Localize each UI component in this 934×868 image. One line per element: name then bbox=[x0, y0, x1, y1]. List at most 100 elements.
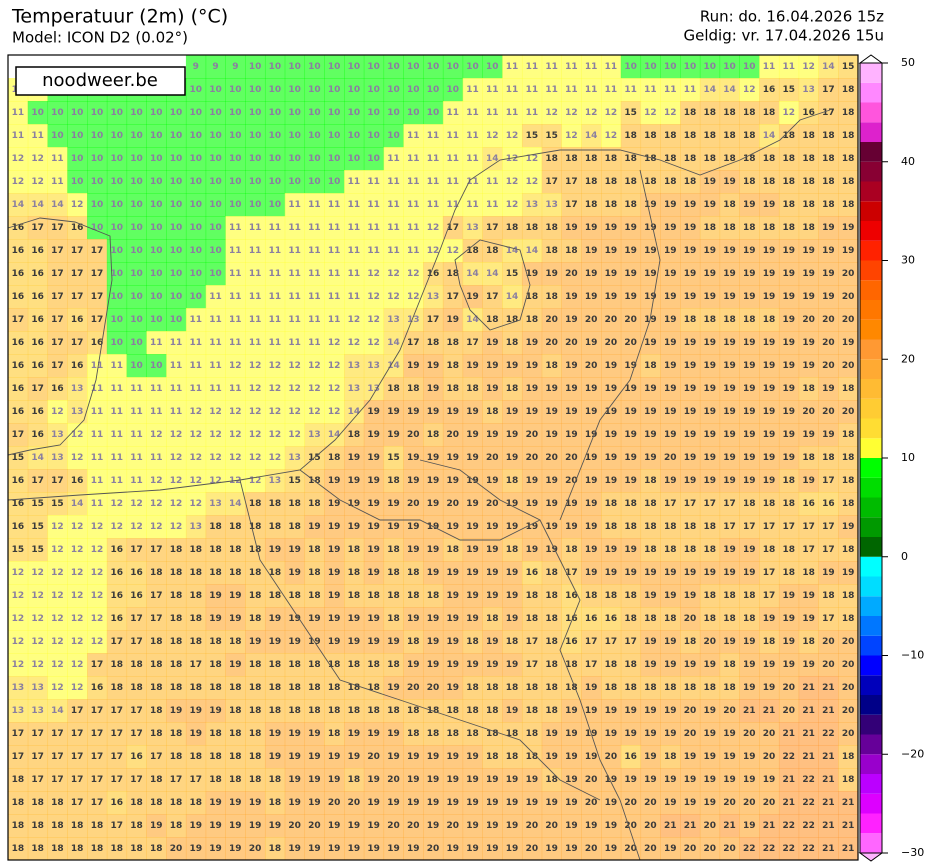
temperature-label: 19 bbox=[664, 706, 677, 716]
temperature-label: 12 bbox=[249, 361, 262, 371]
temperature-cell bbox=[8, 377, 29, 401]
temperature-label: 10 bbox=[170, 223, 183, 233]
temperature-cell bbox=[264, 400, 286, 424]
temperature-cell bbox=[205, 561, 226, 585]
temperature-label: 18 bbox=[763, 315, 776, 325]
temperature-label: 19 bbox=[466, 361, 479, 371]
temperature-label: 18 bbox=[526, 223, 539, 233]
temperature-cell bbox=[561, 377, 582, 401]
temperature-cell bbox=[838, 147, 859, 171]
temperature-cell bbox=[581, 55, 602, 79]
temperature-label: 10 bbox=[407, 108, 420, 118]
temperature-label: 10 bbox=[150, 246, 163, 256]
temperature-cell bbox=[423, 78, 444, 102]
temperature-cell bbox=[818, 78, 839, 102]
temperature-label: 18 bbox=[644, 177, 657, 187]
temperature-label: 19 bbox=[644, 706, 657, 716]
temperature-label: 12 bbox=[387, 292, 400, 302]
temperature-cell bbox=[581, 101, 602, 125]
temperature-label: 10 bbox=[348, 154, 361, 164]
temperature-label: 19 bbox=[743, 407, 756, 417]
temperature-label: 19 bbox=[644, 752, 657, 762]
temperature-cell bbox=[8, 285, 29, 309]
temperature-label: 20 bbox=[822, 338, 835, 348]
temperature-label: 18 bbox=[506, 315, 519, 325]
temperature-cell bbox=[601, 561, 622, 585]
temperature-label: 10 bbox=[130, 154, 143, 164]
colorbar-swatch bbox=[860, 596, 882, 616]
temperature-cell bbox=[581, 331, 602, 355]
temperature-cell bbox=[67, 377, 88, 401]
temperature-cell bbox=[442, 193, 464, 217]
temperature-cell bbox=[87, 653, 108, 677]
colorbar-tick-label: −20 bbox=[901, 747, 924, 760]
temperature-label: 10 bbox=[110, 177, 123, 187]
temperature-cell bbox=[462, 561, 483, 585]
temperature-label: 19 bbox=[348, 522, 361, 532]
temperature-label: 19 bbox=[545, 844, 558, 854]
temperature-label: 13 bbox=[71, 407, 84, 417]
temperature-label: 19 bbox=[150, 821, 163, 831]
temperature-label: 19 bbox=[229, 844, 242, 854]
temperature-label: 19 bbox=[407, 660, 420, 670]
temperature-label: 19 bbox=[624, 568, 637, 578]
temperature-label: 15 bbox=[526, 131, 539, 141]
temperature-label: 12 bbox=[209, 453, 222, 463]
temperature-label: 19 bbox=[466, 476, 479, 486]
temperature-cell bbox=[778, 262, 800, 286]
temperature-cell bbox=[403, 423, 424, 447]
temperature-label: 17 bbox=[802, 545, 815, 555]
temperature-label: 18 bbox=[249, 591, 262, 601]
temperature-label: 12 bbox=[565, 131, 578, 141]
temperature-label: 18 bbox=[664, 614, 677, 624]
temperature-cell bbox=[47, 193, 68, 217]
temperature-label: 18 bbox=[367, 660, 380, 670]
temperature-label: 12 bbox=[12, 568, 25, 578]
subtitle: Model: ICON D2 (0.02°) bbox=[12, 29, 188, 47]
temperature-cell bbox=[739, 561, 760, 585]
temperature-label: 19 bbox=[427, 476, 440, 486]
temperature-label: 12 bbox=[348, 338, 361, 348]
colorbar-swatch bbox=[860, 714, 882, 735]
temperature-label: 12 bbox=[229, 430, 242, 440]
temperature-cell bbox=[284, 262, 306, 286]
temperature-cell bbox=[67, 653, 88, 677]
colorbar-tick-label: 50 bbox=[901, 56, 915, 69]
temperature-label: 12 bbox=[269, 361, 282, 371]
temperature-cell bbox=[719, 354, 740, 378]
temperature-label: 12 bbox=[51, 407, 64, 417]
temperature-cell bbox=[442, 308, 464, 332]
temperature-cell bbox=[185, 170, 207, 194]
temperature-label: 19 bbox=[723, 361, 736, 371]
temperature-cell bbox=[482, 55, 503, 79]
temperature-label: 12 bbox=[249, 453, 262, 463]
temperature-cell bbox=[284, 469, 306, 493]
temperature-label: 19 bbox=[802, 591, 815, 601]
temperature-label: 11 bbox=[249, 246, 262, 256]
temperature-label: 19 bbox=[447, 476, 460, 486]
temperature-label: 16 bbox=[31, 315, 44, 325]
temperature-cell bbox=[284, 607, 306, 631]
temperature-cell bbox=[126, 239, 147, 263]
temperature-cell bbox=[403, 101, 424, 125]
temperature-label: 10 bbox=[71, 131, 84, 141]
temperature-cell bbox=[8, 538, 29, 562]
temperature-cell bbox=[660, 423, 681, 447]
temperature-label: 19 bbox=[506, 430, 519, 440]
temperature-label: 18 bbox=[526, 614, 539, 624]
temperature-cell bbox=[87, 170, 108, 194]
temperature-label: 18 bbox=[328, 453, 341, 463]
temperature-cell bbox=[8, 331, 29, 355]
temperature-cell bbox=[264, 354, 286, 378]
temperature-cell bbox=[462, 78, 483, 102]
temperature-label: 18 bbox=[763, 545, 776, 555]
temperature-cell bbox=[344, 78, 365, 102]
temperature-label: 20 bbox=[802, 315, 815, 325]
temperature-cell bbox=[601, 262, 622, 286]
temperature-cell bbox=[106, 584, 128, 608]
temperature-cell bbox=[284, 377, 306, 401]
temperature-cell bbox=[818, 147, 839, 171]
temperature-cell bbox=[521, 446, 543, 470]
temperature-label: 18 bbox=[723, 131, 736, 141]
temperature-cell bbox=[541, 377, 562, 401]
